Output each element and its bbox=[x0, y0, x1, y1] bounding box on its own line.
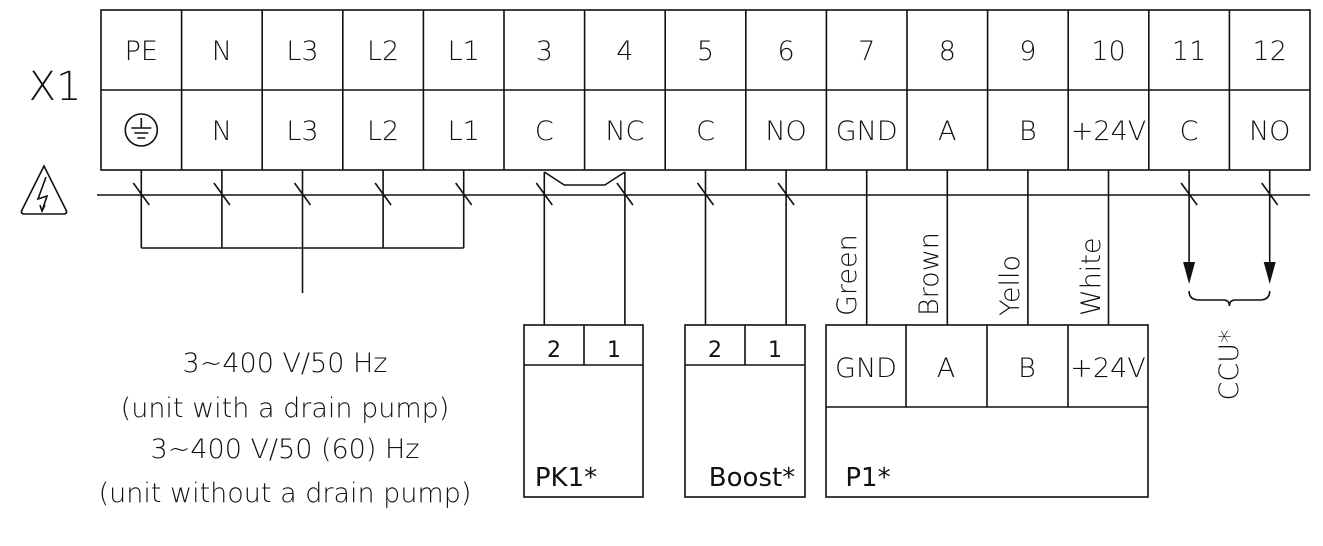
supply-line-4: (unit without a drain pump) bbox=[99, 478, 472, 509]
boost-pin-2: 2 bbox=[708, 338, 722, 363]
terminal-number: PE bbox=[125, 36, 158, 67]
boost-component: 2 1 Boost* bbox=[684, 324, 806, 498]
terminal-number: 12 bbox=[1253, 36, 1287, 67]
high-voltage-warning-icon bbox=[20, 164, 68, 215]
terminal-function: NO bbox=[1249, 116, 1290, 147]
cable-tick bbox=[696, 182, 715, 206]
terminal-function: B bbox=[1019, 116, 1037, 147]
cable-tick bbox=[535, 182, 553, 206]
supply-line-1: 3~400 V/50 Hz bbox=[183, 348, 388, 379]
ccu-brace bbox=[1188, 290, 1271, 307]
p1-pin-b: B bbox=[1018, 353, 1036, 384]
p1-component: GND A B +24V P1* bbox=[825, 324, 1149, 498]
boost-pin-1: 1 bbox=[768, 338, 782, 363]
pk1-pin-2: 2 bbox=[547, 338, 561, 363]
cable-tick bbox=[213, 182, 231, 206]
terminal-number: 3 bbox=[536, 36, 553, 67]
terminal-function: C bbox=[1180, 116, 1199, 147]
cable-tick bbox=[132, 182, 150, 206]
terminal-function: A bbox=[938, 116, 956, 147]
wire-color-labels: Green Brown Yello White bbox=[832, 232, 1107, 316]
terminal-function: NO bbox=[765, 116, 806, 147]
wire-color-green: Green bbox=[832, 234, 863, 316]
p1-pin-24v: +24V bbox=[1070, 353, 1145, 384]
wire-color-yellow: Yello bbox=[995, 255, 1026, 316]
protective-earth-icon bbox=[124, 113, 159, 147]
pk1-wires bbox=[543, 171, 626, 325]
terminal-function: L3 bbox=[286, 116, 318, 147]
terminal-number: 6 bbox=[778, 36, 795, 67]
terminal-block-label: X1 bbox=[29, 64, 82, 110]
terminal-number: 8 bbox=[939, 36, 956, 67]
terminal-function: +24V bbox=[1071, 116, 1146, 147]
cable-tick bbox=[616, 182, 634, 206]
cable-tick bbox=[374, 182, 392, 206]
terminal-function: GND bbox=[836, 116, 898, 147]
terminal-function: C bbox=[696, 116, 715, 147]
terminal-number: 5 bbox=[697, 36, 714, 67]
terminal-number: 10 bbox=[1091, 36, 1125, 67]
arrow-down-icon bbox=[1183, 262, 1196, 284]
cable-tick bbox=[777, 182, 795, 206]
wire-color-brown: Brown bbox=[914, 232, 945, 316]
terminal-number: 4 bbox=[616, 36, 633, 67]
terminal-function: NC bbox=[605, 116, 644, 147]
ccu-label: CCU* bbox=[1214, 330, 1245, 401]
terminal-number: L1 bbox=[448, 36, 480, 67]
terminal-block: PE N L3 L2 L1 3 4 5 6 7 8 9 10 11 12 N L3 L2 L1 C NC C NO GND A B… bbox=[100, 9, 1311, 171]
terminal-function: L1 bbox=[448, 116, 480, 147]
pk1-label: PK1* bbox=[535, 463, 597, 493]
terminal-function: L2 bbox=[367, 116, 399, 147]
pk1-pin-1: 1 bbox=[607, 338, 621, 363]
cable-tick bbox=[455, 182, 473, 206]
terminal-function: N bbox=[212, 116, 232, 147]
pk1-component: 2 1 PK1* bbox=[523, 324, 644, 498]
terminal-number: 11 bbox=[1172, 36, 1206, 67]
cable-tick bbox=[1180, 182, 1198, 206]
supply-text: 3~400 V/50 Hz (unit with a drain pump) 3… bbox=[99, 348, 472, 509]
supply-line-3: 3~400 V/50 (60) Hz bbox=[151, 434, 420, 465]
terminal-number: N bbox=[212, 36, 232, 67]
wiring bbox=[97, 170, 1310, 325]
boost-wires bbox=[704, 170, 787, 325]
p1-pin-gnd: GND bbox=[835, 353, 897, 384]
supply-bus bbox=[141, 247, 464, 293]
terminal-function: C bbox=[535, 116, 554, 147]
p1-pin-a: A bbox=[937, 353, 955, 384]
arrow-down-icon bbox=[1263, 262, 1276, 284]
p1-label: P1* bbox=[845, 463, 890, 493]
boost-label: Boost* bbox=[709, 463, 795, 493]
wire-color-white: White bbox=[1076, 237, 1107, 316]
cable-tick bbox=[1261, 182, 1279, 206]
terminal-number: 9 bbox=[1019, 36, 1036, 67]
cable-tick bbox=[293, 182, 312, 206]
supply-line-2: (unit with a drain pump) bbox=[121, 393, 450, 424]
terminal-number: L3 bbox=[286, 36, 318, 67]
terminal-number: 7 bbox=[858, 36, 875, 67]
terminal-number: L2 bbox=[367, 36, 399, 67]
